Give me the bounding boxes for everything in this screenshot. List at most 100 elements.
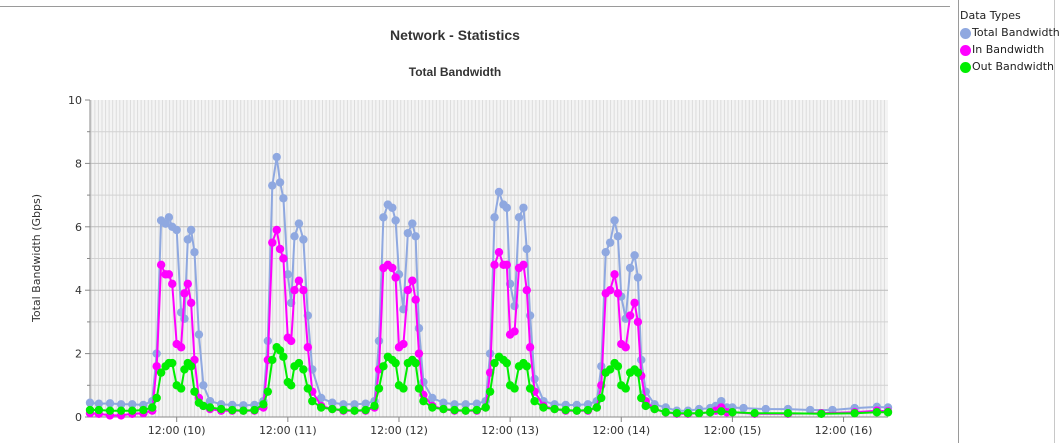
data-point-out-bandwidth — [350, 406, 359, 415]
data-point-in-bandwidth — [519, 260, 528, 270]
data-point-out-bandwidth — [399, 384, 408, 393]
legend-item-in-bandwidth[interactable]: In Bandwidth — [960, 43, 1060, 57]
data-point-total-bandwidth — [299, 235, 308, 244]
data-point-out-bandwidth — [180, 365, 189, 374]
data-point-in-bandwidth — [388, 263, 397, 273]
data-point-total-bandwidth — [374, 336, 384, 346]
data-point-in-bandwidth — [502, 260, 511, 270]
data-point-out-bandwidth — [116, 406, 126, 415]
legend-item-total-bandwidth[interactable]: Total Bandwidth — [960, 26, 1060, 40]
data-point-in-bandwidth — [610, 270, 619, 279]
data-point-out-bandwidth — [728, 408, 737, 417]
data-point-total-bandwidth — [610, 216, 619, 225]
data-point-out-bandwidth — [250, 405, 259, 415]
x-tick-label: 12:00 (14) — [592, 424, 650, 437]
x-tick-label: 12:00 (10) — [148, 424, 206, 437]
data-point-total-bandwidth — [161, 219, 170, 228]
legend-marker-out-icon — [960, 61, 971, 73]
data-point-total-bandwidth — [194, 330, 204, 339]
data-point-out-bandwidth — [550, 404, 559, 414]
data-point-total-bandwidth — [186, 225, 196, 235]
data-point-out-bandwidth — [650, 404, 659, 414]
data-point-out-bandwidth — [275, 346, 285, 355]
data-point-total-bandwidth — [183, 235, 193, 244]
data-point-in-bandwidth — [613, 289, 623, 298]
data-point-in-bandwidth — [411, 295, 420, 304]
data-point-out-bandwidth — [94, 405, 104, 415]
data-point-out-bandwidth — [228, 405, 237, 415]
data-point-out-bandwidth — [461, 406, 470, 415]
data-point-out-bandwidth — [522, 362, 531, 371]
data-point-out-bandwidth — [428, 403, 437, 412]
data-point-total-bandwidth — [625, 263, 635, 273]
chart-top-border — [0, 6, 950, 7]
legend-right-border — [1054, 0, 1055, 443]
data-point-in-bandwidth — [156, 260, 166, 270]
data-point-out-bandwidth — [621, 384, 630, 393]
data-point-in-bandwidth — [414, 349, 424, 358]
data-point-out-bandwidth — [530, 396, 539, 406]
data-point-out-bandwidth — [637, 393, 646, 403]
data-point-out-bandwidth — [872, 408, 882, 417]
data-point-out-bandwidth — [592, 403, 602, 412]
data-point-out-bandwidth — [391, 358, 400, 368]
data-point-in-bandwidth — [494, 247, 504, 257]
y-tick-label: 2 — [75, 348, 82, 361]
data-point-in-bandwidth — [403, 286, 413, 295]
data-point-out-bandwidth — [316, 403, 326, 412]
legend-label: Total Bandwidth — [972, 26, 1060, 39]
data-point-total-bandwidth — [490, 213, 499, 222]
data-point-total-bandwidth — [180, 314, 189, 323]
data-point-total-bandwidth — [739, 403, 748, 413]
data-point-in-bandwidth — [152, 362, 161, 371]
data-point-out-bandwidth — [286, 381, 296, 390]
data-point-out-bandwidth — [717, 407, 726, 416]
data-point-out-bandwidth — [216, 404, 226, 414]
data-point-total-bandwidth — [630, 251, 639, 260]
data-point-out-bandwidth — [472, 405, 481, 415]
data-point-in-bandwidth — [268, 238, 277, 247]
data-point-out-bandwidth — [268, 355, 277, 365]
data-point-total-bandwidth — [388, 203, 397, 212]
x-tick-label: 12:00 (13) — [481, 424, 539, 437]
data-point-out-bandwidth — [485, 387, 495, 396]
data-point-total-bandwidth — [761, 404, 770, 414]
data-point-total-bandwidth — [502, 203, 511, 212]
data-point-in-bandwidth — [525, 343, 535, 352]
data-point-in-bandwidth — [164, 270, 174, 279]
data-point-out-bandwidth — [294, 358, 304, 368]
data-point-total-bandwidth — [164, 213, 174, 222]
legend-item-out-bandwidth[interactable]: Out Bandwidth — [960, 60, 1060, 74]
legend-title: Data Types — [960, 9, 1021, 22]
chart-subtitle: Total Bandwidth — [409, 65, 501, 79]
data-point-total-bandwidth — [428, 393, 437, 403]
data-point-in-bandwidth — [279, 254, 288, 263]
data-point-out-bandwidth — [361, 405, 370, 415]
data-point-out-bandwidth — [672, 408, 682, 418]
data-point-out-bandwidth — [502, 358, 511, 368]
x-tick-label: 12:00 (12) — [370, 424, 428, 437]
data-point-in-bandwidth — [303, 343, 313, 352]
data-point-out-bandwidth — [439, 404, 448, 414]
data-point-total-bandwidth — [472, 399, 481, 408]
data-point-total-bandwidth — [205, 396, 215, 406]
data-point-total-bandwidth — [439, 398, 448, 407]
data-point-total-bandwidth — [391, 216, 400, 225]
bandwidth-chart: Network - Statistics Total Bandwidth Tot… — [30, 27, 893, 437]
data-point-in-bandwidth — [391, 273, 400, 282]
data-point-total-bandwidth — [328, 398, 337, 407]
data-point-out-bandwidth — [450, 405, 459, 415]
data-point-total-bandwidth — [94, 399, 104, 408]
data-point-in-bandwidth — [180, 289, 189, 298]
data-point-out-bandwidth — [411, 358, 420, 368]
data-point-out-bandwidth — [156, 368, 166, 377]
data-point-out-bandwidth — [370, 401, 379, 411]
data-point-out-bandwidth — [379, 362, 388, 371]
data-point-total-bandwidth — [514, 213, 524, 222]
data-point-total-bandwidth — [522, 244, 531, 254]
data-point-in-bandwidth — [290, 286, 299, 295]
data-point-out-bandwidth — [190, 387, 199, 396]
data-point-out-bandwidth — [683, 408, 693, 418]
data-point-in-bandwidth — [272, 225, 281, 235]
data-point-out-bandwidth — [633, 368, 643, 377]
